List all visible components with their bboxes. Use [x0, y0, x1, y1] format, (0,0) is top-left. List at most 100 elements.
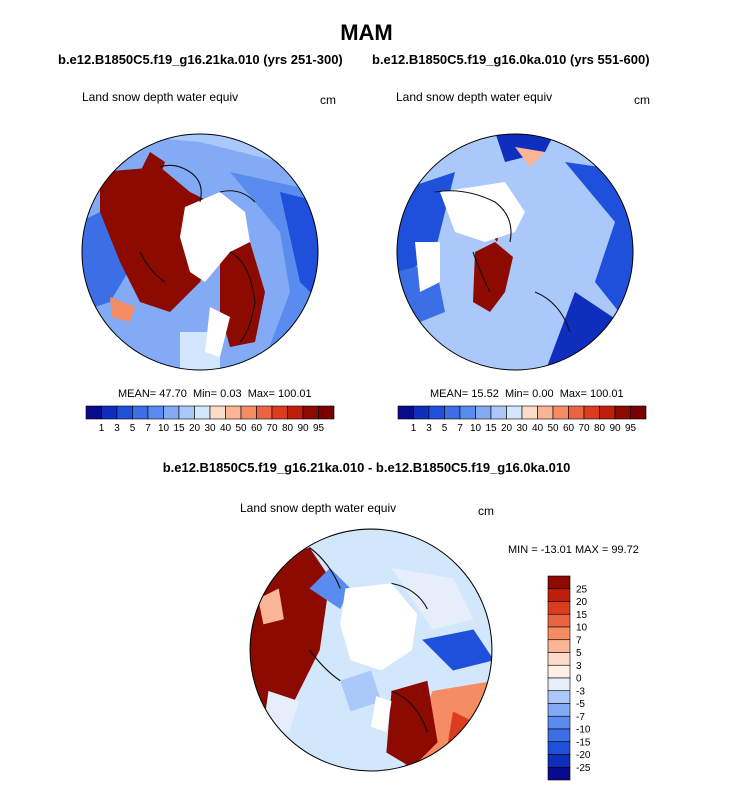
- panel2-colorbar-swatch: [490, 405, 507, 420]
- panel1-min-value: 0.03: [220, 388, 242, 400]
- diff-colorbar-swatch: [547, 728, 571, 743]
- panel2-colorbar-tick-label: 30: [516, 423, 528, 434]
- diff-map-region: [422, 629, 492, 671]
- panel1-colorbar-tick-label: 15: [173, 423, 185, 434]
- diff-map-region: [340, 670, 382, 712]
- panel2-map-ocean: [415, 242, 440, 292]
- diff-colorbar-tick-label: 20: [576, 597, 588, 608]
- panel1-colorbar-tick-label: 5: [130, 423, 136, 434]
- panel1-colorbar-swatch: [147, 405, 164, 420]
- panel2-colorbar-swatch: [444, 405, 461, 420]
- diff-map-coastline: [391, 690, 428, 733]
- panel2-colorbar-swatch: [428, 405, 445, 420]
- panel2-colorbar-tick-label: 50: [547, 423, 559, 434]
- panel1-colorbar-tick-label: 95: [313, 423, 325, 434]
- panel1-colorbar-tick-label: 70: [266, 423, 278, 434]
- panel2-map-coastline: [472, 251, 491, 293]
- panel1-map-region: [110, 297, 135, 322]
- panel2-mean-value: 15.52: [471, 388, 499, 400]
- panel1-map-coastline: [219, 190, 256, 203]
- panel1-max-value: 100.01: [277, 388, 312, 400]
- diff-colorbar-tick-label: -3: [576, 686, 585, 697]
- panel1-colorbar-swatch: [271, 405, 288, 420]
- panel1-colorbar-tick-label: 20: [189, 423, 201, 434]
- diff-colorbar-tick-label: -20: [576, 750, 591, 761]
- panel1-map-region: [100, 167, 220, 312]
- panel2-polar-map: [396, 133, 634, 371]
- panel1-map-coastline: [159, 164, 202, 203]
- panel2-map-region: [515, 147, 545, 167]
- diff-colorbar-tick-label: -5: [576, 699, 585, 710]
- panel1-max-label: Max=: [247, 388, 275, 400]
- panel1-colorbar-swatch: [240, 405, 257, 420]
- panel2-colorbar-tick-label: 5: [442, 423, 448, 434]
- panel2-colorbar-swatch: [459, 405, 476, 420]
- panel2-units-label: cm: [634, 93, 650, 107]
- panel2-map-region: [473, 242, 513, 312]
- panel2-min-value: 0.00: [532, 388, 554, 400]
- diff-colorbar-swatch: [547, 741, 571, 755]
- panel2-colorbar-swatch: [614, 405, 631, 420]
- panel2-map-ocean: [440, 182, 525, 242]
- panel1-colorbar-tick-label: 1: [99, 423, 105, 434]
- diff-colorbar-swatch: [547, 715, 571, 730]
- panel2-colorbar-swatch: [583, 405, 600, 420]
- diff-colorbar-swatch: [547, 677, 571, 692]
- diff-colorbar-swatch: [547, 575, 571, 590]
- diff-colorbar-tick-label: 15: [576, 610, 588, 621]
- diff-colorbar: 25 20 15 107 5 3 0-3 -5 -7 -10-15 -20 -25: [547, 575, 591, 781]
- panel1-colorbar-swatch: [178, 405, 195, 420]
- panel2-mean-label: MEAN=: [430, 388, 469, 400]
- panel1-colorbar-tick-label: 60: [251, 423, 263, 434]
- diff-colorbar-tick-label: -10: [576, 725, 591, 736]
- panel1-colorbar-tick-label: 30: [204, 423, 216, 434]
- panel1-map-region: [140, 152, 165, 177]
- panel1-colorbar-swatch: [318, 405, 335, 420]
- panel1-polar-map: [81, 133, 319, 371]
- panel2-stats: MEAN= 15.52 Min= 0.00 Max= 100.01: [430, 388, 624, 400]
- diff-minmax: MIN = -13.01 MAX = 99.72: [508, 544, 639, 556]
- panel1-colorbar-tick-label: 7: [145, 423, 151, 434]
- diff-colorbar-tick-label: 25: [576, 584, 588, 595]
- panel1-colorbar-swatch: [256, 405, 273, 420]
- panel2-colorbar-swatch: [599, 405, 616, 420]
- diff-map-region: [309, 568, 351, 609]
- diff-colorbar-swatch: [547, 652, 571, 666]
- diff-map-coastline: [309, 547, 341, 589]
- panel1-map-ocean: [205, 307, 230, 357]
- diff-colorbar-swatch: [547, 601, 571, 615]
- panel2-map-coastline: [534, 291, 571, 333]
- panel2-colorbar-tick-label: 90: [609, 423, 621, 434]
- diff-colorbar-tick-label: -25: [576, 763, 591, 774]
- panel1-map-coastline: [139, 251, 166, 283]
- panel2-colorbar-swatch: [521, 405, 538, 420]
- panel1-colorbar-swatch: [287, 405, 304, 420]
- panel2-map-field: [397, 134, 633, 370]
- panel2-min-label: Min=: [504, 388, 530, 400]
- panel1-colorbar-swatch: [116, 405, 133, 420]
- panel1-colorbar-swatch: [163, 405, 180, 420]
- panel2-colorbar-tick-label: 95: [625, 423, 637, 434]
- panel1-colorbar-swatch: [302, 405, 319, 420]
- panel1-units-label: cm: [320, 93, 336, 107]
- diff-colorbar-tick-label: 3: [576, 661, 582, 672]
- panel1-colorbar-swatch: [209, 405, 226, 420]
- panel2-map-coastline: [434, 190, 512, 243]
- panel2-colorbar-swatch: [568, 405, 585, 420]
- diff-colorbar-tick-label: -7: [576, 712, 585, 723]
- diff-title: b.e12.B1850C5.f19_g16.21ka.010 - b.e12.B…: [162, 460, 571, 475]
- panel2-max-value: 100.01: [589, 388, 624, 400]
- panel2-colorbar-swatch: [552, 405, 569, 420]
- diff-units-label: cm: [478, 504, 494, 518]
- diff-colorbar-swatch: [547, 754, 571, 768]
- diff-colorbar-tick-label: 10: [576, 623, 588, 634]
- panel1-map-region: [220, 242, 265, 347]
- panel2-colorbar-swatch: [506, 405, 523, 420]
- panel1-colorbar-tick-label: 80: [282, 423, 294, 434]
- diff-map-coastline: [309, 649, 341, 682]
- panel1-colorbar-tick-label: 10: [158, 423, 170, 434]
- panel2-colorbar-swatch: [537, 405, 554, 420]
- diff-colorbar-tick-label: -15: [576, 737, 591, 748]
- panel2-colorbar-tick-label: 10: [470, 423, 482, 434]
- panel1-variable-label: Land snow depth water equiv: [82, 90, 239, 104]
